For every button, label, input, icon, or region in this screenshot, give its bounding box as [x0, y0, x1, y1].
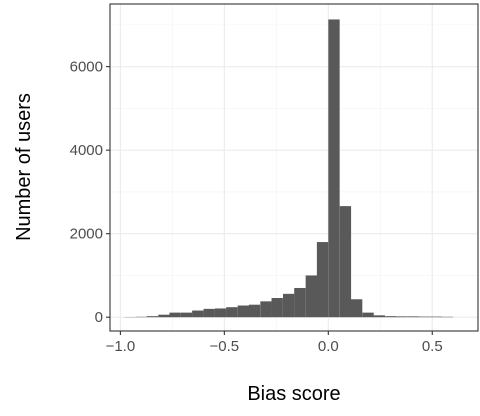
x-tick-label: −1.0 — [106, 338, 136, 355]
histogram-bar — [351, 299, 362, 317]
histogram-bar — [430, 317, 441, 318]
histogram-bar — [272, 298, 283, 317]
histogram-bar — [408, 316, 419, 317]
histogram-bar — [238, 306, 249, 318]
histogram-bar — [362, 313, 373, 318]
y-tick-label: 6000 — [70, 59, 103, 76]
panel-background — [110, 4, 478, 331]
histogram-bar — [158, 315, 169, 318]
histogram-bar — [204, 309, 215, 317]
histogram-bar — [283, 294, 294, 317]
x-axis-ticks: −1.0 −0.5 0.0 0.5 — [106, 331, 443, 355]
histogram-bar — [328, 19, 339, 317]
y-axis-ticks: 0 2000 4000 6000 — [70, 59, 110, 327]
histogram-bar — [260, 301, 271, 317]
histogram-bar — [317, 242, 328, 317]
histogram-bar — [374, 315, 385, 317]
histogram-bar — [249, 305, 260, 318]
x-tick-label: 0.0 — [318, 338, 339, 355]
histogram-bar — [181, 313, 192, 318]
y-axis-title: Number of users — [13, 93, 35, 241]
histogram-bar — [226, 307, 237, 317]
histogram-bar — [294, 288, 305, 317]
histogram-bar — [385, 316, 396, 317]
histogram-bar — [340, 206, 351, 317]
x-axis-title: Bias score — [247, 383, 340, 405]
histogram-bar — [192, 311, 203, 318]
histogram-bar — [306, 275, 317, 317]
histogram-bar — [147, 316, 158, 317]
y-tick-label: 4000 — [70, 142, 103, 159]
x-tick-label: 0.5 — [422, 338, 443, 355]
histogram-bar — [215, 308, 226, 317]
y-tick-label: 2000 — [70, 226, 103, 243]
histogram-bar — [396, 316, 407, 317]
x-tick-label: −0.5 — [210, 338, 240, 355]
histogram-bar — [419, 317, 430, 318]
histogram-bar — [169, 313, 180, 318]
y-tick-label: 0 — [95, 309, 103, 326]
